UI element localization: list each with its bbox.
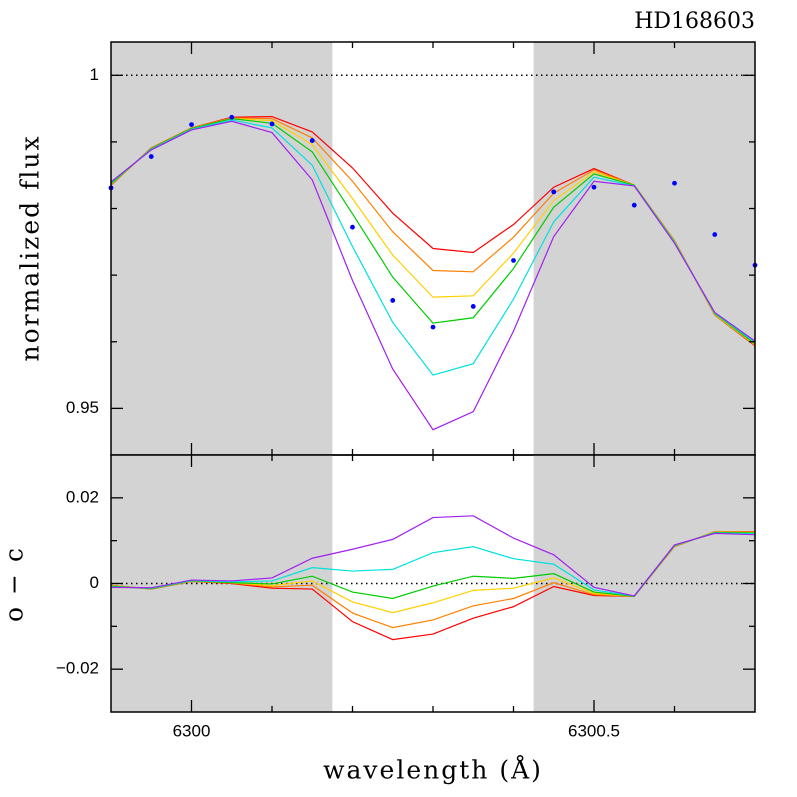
data-point xyxy=(470,304,476,309)
y-tick-label: −0.02 xyxy=(56,659,99,678)
shaded-region xyxy=(111,42,333,455)
data-point xyxy=(189,122,194,127)
y-tick-label: 0 xyxy=(90,573,99,592)
data-point xyxy=(309,138,315,143)
y-tick-label: 0.95 xyxy=(66,398,99,417)
data-point xyxy=(269,121,275,127)
y-tick-label: 1 xyxy=(90,65,99,84)
data-point xyxy=(631,202,637,208)
data-point xyxy=(350,224,355,230)
model-line xyxy=(110,120,756,431)
chart-title: HD168603 xyxy=(634,9,755,34)
data-point xyxy=(148,154,154,159)
y-axis-label: normalized flux xyxy=(16,134,45,361)
data-point xyxy=(551,189,557,195)
shaded-region xyxy=(533,42,755,455)
x-tick-label: 6300 xyxy=(173,721,211,740)
data-point xyxy=(390,298,396,303)
data-point xyxy=(591,184,597,190)
model-line xyxy=(110,515,756,597)
data-point xyxy=(430,324,436,330)
data-point xyxy=(511,258,516,263)
data-point xyxy=(672,180,677,186)
x-axis-label: wavelength (Å) xyxy=(323,755,543,785)
data-point xyxy=(712,232,718,237)
y-tick-label: 0.02 xyxy=(66,487,99,506)
x-tick-label: 6300.5 xyxy=(568,721,620,740)
data-point xyxy=(229,114,235,120)
y-axis-label: o − c xyxy=(0,546,29,622)
